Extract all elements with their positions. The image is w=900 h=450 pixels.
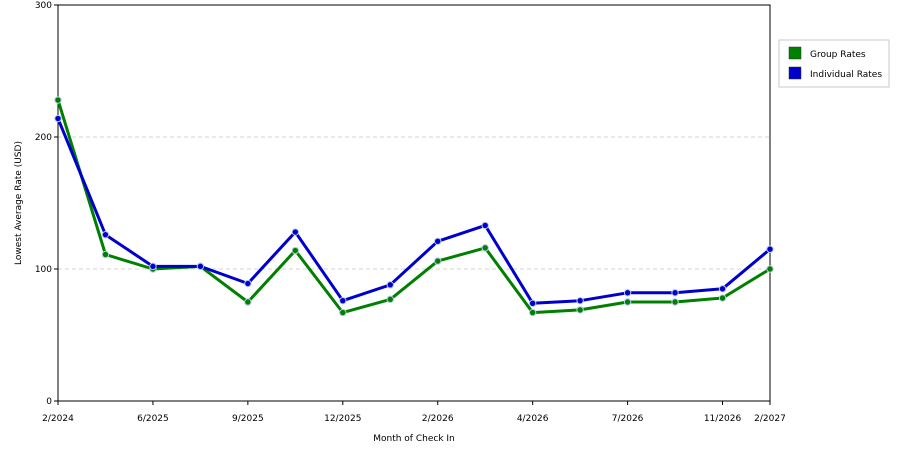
plot-area-frame bbox=[57, 4, 771, 402]
data-point-individual-rates-11 bbox=[576, 296, 584, 305]
y-tick-label-300: 300 bbox=[35, 1, 52, 11]
data-point-individual-rates-0 bbox=[54, 114, 62, 123]
grid-layer bbox=[58, 136, 770, 270]
data-point-group-rates-13 bbox=[671, 298, 679, 306]
data-point-group-rates-1 bbox=[101, 250, 110, 259]
data-point-group-rates-4 bbox=[244, 298, 252, 306]
data-point-group-rates-15 bbox=[766, 265, 774, 273]
data-point-group-rates-11 bbox=[576, 306, 584, 314]
data-point-individual-rates-6 bbox=[339, 296, 347, 305]
legend-swatch-group-rates bbox=[788, 46, 802, 60]
y-tick-label-100: 100 bbox=[35, 265, 52, 275]
data-point-group-rates-7 bbox=[386, 295, 394, 304]
x-tick-label-8: 2/2026 bbox=[422, 414, 454, 424]
x-tick-label-4: 9/2025 bbox=[232, 414, 264, 424]
x-tick-label-14: 11/2026 bbox=[704, 414, 742, 424]
data-point-group-rates-5 bbox=[291, 246, 300, 255]
series-layer bbox=[54, 96, 774, 317]
data-point-individual-rates-13 bbox=[671, 289, 679, 297]
data-point-individual-rates-14 bbox=[718, 285, 727, 293]
series-group-rates bbox=[54, 96, 774, 317]
data-point-group-rates-10 bbox=[528, 308, 537, 317]
legend-label-group-rates: Group Rates bbox=[810, 50, 866, 60]
series-individual-rates bbox=[54, 114, 774, 308]
series-line-group-rates bbox=[56, 99, 771, 315]
data-point-individual-rates-7 bbox=[386, 281, 394, 289]
legend-label-individual-rates: Individual Rates bbox=[810, 70, 882, 80]
data-point-individual-rates-4 bbox=[244, 279, 252, 288]
data-point-group-rates-9 bbox=[481, 244, 489, 252]
x-tick-label-10: 4/2026 bbox=[517, 414, 549, 424]
legend: Group Rates Individual Rates bbox=[778, 39, 890, 88]
x-tick-label-6: 12/2025 bbox=[324, 414, 361, 424]
data-point-group-rates-12 bbox=[623, 298, 632, 306]
x-tick-label-12: 7/2026 bbox=[612, 414, 644, 424]
x-tick-label-15: 2/2027 bbox=[754, 414, 786, 424]
data-point-individual-rates-15 bbox=[766, 245, 774, 253]
data-point-individual-rates-8 bbox=[434, 237, 442, 245]
legend-swatch-individual-rates bbox=[788, 66, 802, 80]
series-line-individual-rates bbox=[56, 117, 771, 305]
data-point-individual-rates-3 bbox=[196, 262, 205, 271]
y-axis-title: Lowest Average Rate (USD) bbox=[14, 141, 24, 265]
data-point-individual-rates-10 bbox=[528, 299, 537, 308]
data-point-individual-rates-12 bbox=[623, 289, 632, 297]
x-tick-label-2: 6/2025 bbox=[137, 414, 169, 424]
data-point-individual-rates-9 bbox=[481, 221, 489, 230]
data-point-group-rates-6 bbox=[339, 308, 347, 317]
data-point-group-rates-8 bbox=[434, 257, 442, 265]
y-tick-label-200: 200 bbox=[35, 133, 52, 143]
data-point-group-rates-0 bbox=[54, 96, 62, 104]
data-point-individual-rates-1 bbox=[101, 230, 110, 239]
x-axis-title: Month of Check In bbox=[373, 434, 455, 444]
data-point-group-rates-14 bbox=[718, 294, 727, 302]
data-point-individual-rates-5 bbox=[291, 228, 300, 236]
y-tick-label-0: 0 bbox=[46, 397, 52, 407]
x-tick-label-0: 2/2024 bbox=[42, 414, 74, 424]
data-point-individual-rates-2 bbox=[149, 262, 157, 271]
axis-layer: 0 100 200 300 2/2024 6/2025 9/2025 12/2025 2/202… bbox=[35, 1, 786, 424]
